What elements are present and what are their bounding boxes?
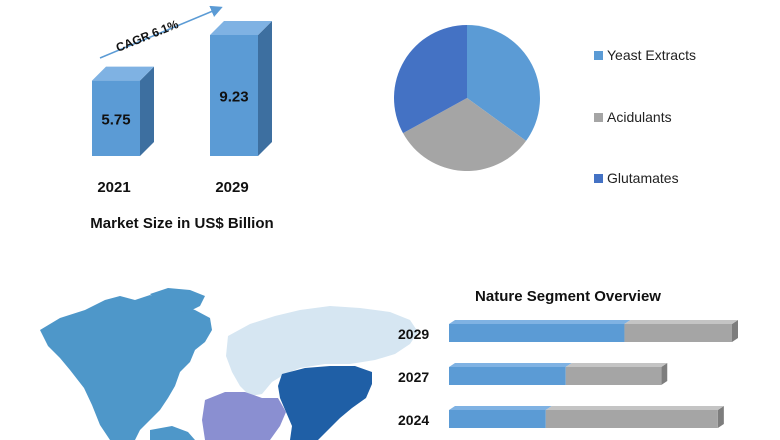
pie-legend: Yeast Extracts Acidulants Glutamates [594,47,696,186]
market-year-label: 2021 [97,179,130,196]
segment-bar-gray [545,410,718,428]
map-north-america [40,295,212,440]
pie-slice [467,25,540,141]
segment-bar-gray-top [624,320,738,324]
segment-pie-chart [393,25,540,171]
segment-year-label: 2024 [398,412,429,428]
market-bar [210,35,258,156]
map-asia [278,366,372,440]
pie-slice [403,98,527,171]
market-bar-side [140,66,154,156]
segment-bar-end [661,363,668,385]
segment-bar-end [717,406,724,428]
market-size-axis-label: Market Size in US$ Billion [90,215,273,232]
segment-bar-gray-top [565,363,668,367]
nature-segment-bar-chart: 2029 2027 2024 [398,320,738,428]
legend-label: Acidulants [607,109,672,125]
legend-label: Glutamates [607,170,679,186]
segment-bar-gray [624,324,732,342]
legend-swatch [594,51,603,60]
cagr-arrow [99,5,223,59]
market-bar-top [210,21,272,35]
market-bar-top [92,66,154,81]
segment-bar-blue-top [449,406,552,410]
map-greenland [150,288,205,312]
market-bar [92,80,140,156]
market-bar-value-label: 5.75 [101,111,130,128]
segment-bar-blue-top [449,363,572,367]
legend-swatch [594,174,603,183]
segment-bar-blue [449,410,546,428]
segment-bar-gray-top [545,406,724,410]
map-south-america [150,426,195,440]
market-year-label: 2029 [215,179,248,196]
map-europe-russia [226,306,418,396]
market-bar-value-label: 9.23 [219,89,248,106]
market-bar-side [258,21,272,156]
world-map [40,288,418,440]
segment-year-label: 2029 [398,326,429,342]
pie-slice [393,25,467,134]
nature-segment-title: Nature Segment Overview [475,288,661,305]
legend-label: Yeast Extracts [607,47,696,63]
legend-swatch [594,113,603,122]
segment-year-label: 2027 [398,369,429,385]
cagr-annotation: CAGR 6.1% [114,17,181,55]
segment-bar-blue [449,367,566,385]
segment-bar-blue [449,324,625,342]
segment-bar-end [732,320,738,342]
segment-bar-gray [565,367,662,385]
segment-bar-blue-top [449,320,631,324]
map-africa-middle-east [202,392,286,440]
market-size-bar-chart: 5.75 2021 9.23 2029 [92,21,272,196]
